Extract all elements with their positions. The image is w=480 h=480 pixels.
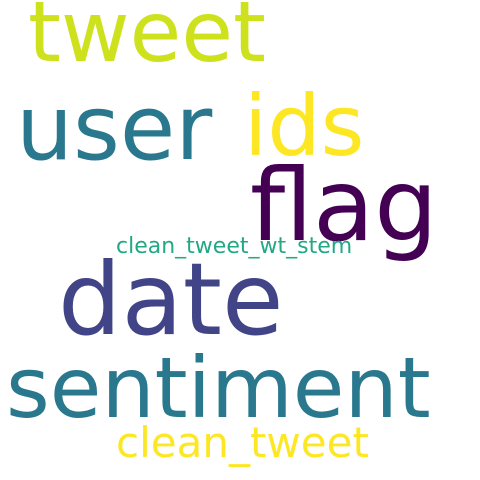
word-tweet: tweet [28, 0, 266, 81]
word-clean-tweet: clean_tweet [116, 418, 369, 467]
word-date: date [58, 241, 284, 358]
word-clean-tweet-wt-stem: clean_tweet_wt_stem [116, 234, 353, 259]
word-flag: flag [250, 147, 438, 264]
word-user: user [16, 76, 213, 181]
word-sentiment: sentiment [6, 339, 431, 437]
word-ids: ids [244, 77, 365, 175]
